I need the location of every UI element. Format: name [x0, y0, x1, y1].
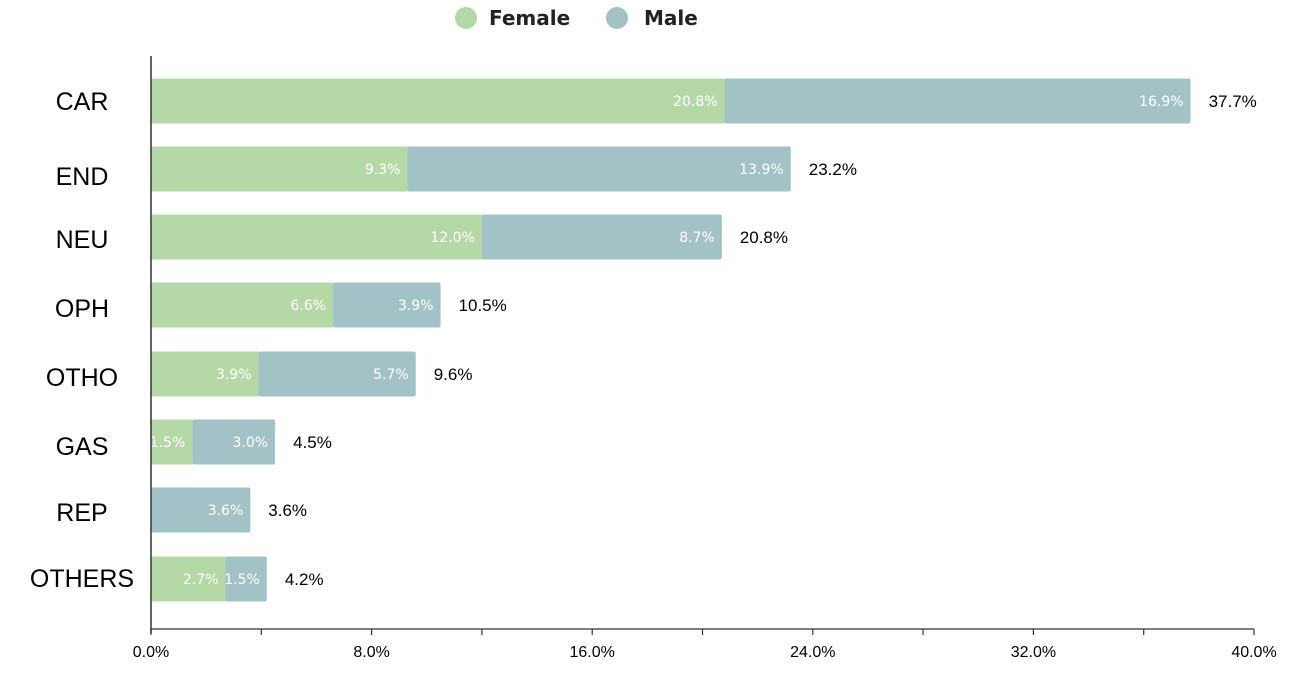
x-tick-label-3: 24.0% [790, 644, 835, 661]
category-label-car: CAR [56, 88, 109, 116]
legend-marker-male [606, 7, 628, 29]
bar-male-end [407, 146, 791, 192]
x-tick-label-2: 16.0% [570, 644, 615, 661]
value-label-male-otho: 5.7% [373, 367, 409, 383]
total-label-rep: 3.6% [268, 501, 307, 520]
bar-male-neu [481, 214, 722, 260]
value-label-female-end: 9.3% [365, 162, 401, 178]
value-label-male-neu: 8.7% [679, 230, 715, 246]
bar-male-otho [258, 351, 416, 397]
bar-male-rep [151, 487, 251, 533]
total-label-otho: 9.6% [434, 365, 473, 384]
x-tick-label-0: 0.0% [133, 644, 169, 661]
x-tick-label-1: 8.0% [353, 644, 389, 661]
category-label-end: END [56, 163, 109, 191]
bar-female-end [151, 146, 408, 192]
total-label-neu: 20.8% [740, 228, 788, 247]
bar-male-others [225, 556, 267, 602]
category-label-otho: OTHO [46, 364, 118, 392]
bar-female-others [151, 556, 226, 602]
bar-female-neu [151, 214, 482, 260]
value-label-male-end: 13.9% [739, 162, 783, 178]
value-label-female-oph: 6.6% [290, 298, 326, 314]
total-label-car: 37.7% [1209, 92, 1257, 111]
category-label-rep: REP [56, 499, 107, 527]
value-label-female-gas: 1.5% [150, 435, 186, 451]
legend-label-female: Female [489, 6, 570, 30]
value-label-male-oph: 3.9% [398, 298, 434, 314]
bar-female-gas [151, 419, 193, 465]
total-label-others: 4.2% [285, 570, 324, 589]
legend-label-male: Male [644, 6, 698, 30]
category-label-others: OTHERS [30, 565, 134, 593]
total-label-oph: 10.5% [459, 296, 507, 315]
category-label-gas: GAS [56, 433, 109, 461]
value-label-female-others: 2.7% [183, 572, 219, 588]
value-label-male-gas: 3.0% [233, 435, 269, 451]
axes: 0.0% 8.0% 16.0% 24.0% 32.0% 40.0% [133, 56, 1277, 661]
total-label-end: 23.2% [809, 160, 857, 179]
bars: 20.8% 16.9% 37.7% CAR 9.3% 13.9% 23.2% END 12.0%… [30, 78, 1257, 602]
x-tick-label-5: 40.0% [1231, 644, 1276, 661]
legend-marker-female [455, 7, 477, 29]
bar-male-car [724, 78, 1191, 124]
value-label-female-otho: 3.9% [216, 367, 252, 383]
bar-female-oph [151, 282, 333, 328]
total-label-gas: 4.5% [293, 433, 332, 452]
bar-female-car [151, 78, 725, 124]
category-label-oph: OPH [55, 295, 109, 323]
x-tick-label-4: 32.0% [1011, 644, 1056, 661]
bar-female-otho [151, 351, 259, 397]
value-label-male-others: 1.5% [224, 572, 260, 588]
category-label-neu: NEU [56, 226, 109, 254]
value-label-male-car: 16.9% [1139, 94, 1183, 110]
bar-male-gas [192, 419, 276, 465]
legend: Female Male [455, 6, 698, 30]
value-label-female-neu: 12.0% [430, 230, 474, 246]
bar-male-oph [332, 282, 441, 328]
value-label-female-car: 20.8% [673, 94, 717, 110]
value-label-male-rep: 3.6% [208, 503, 244, 519]
